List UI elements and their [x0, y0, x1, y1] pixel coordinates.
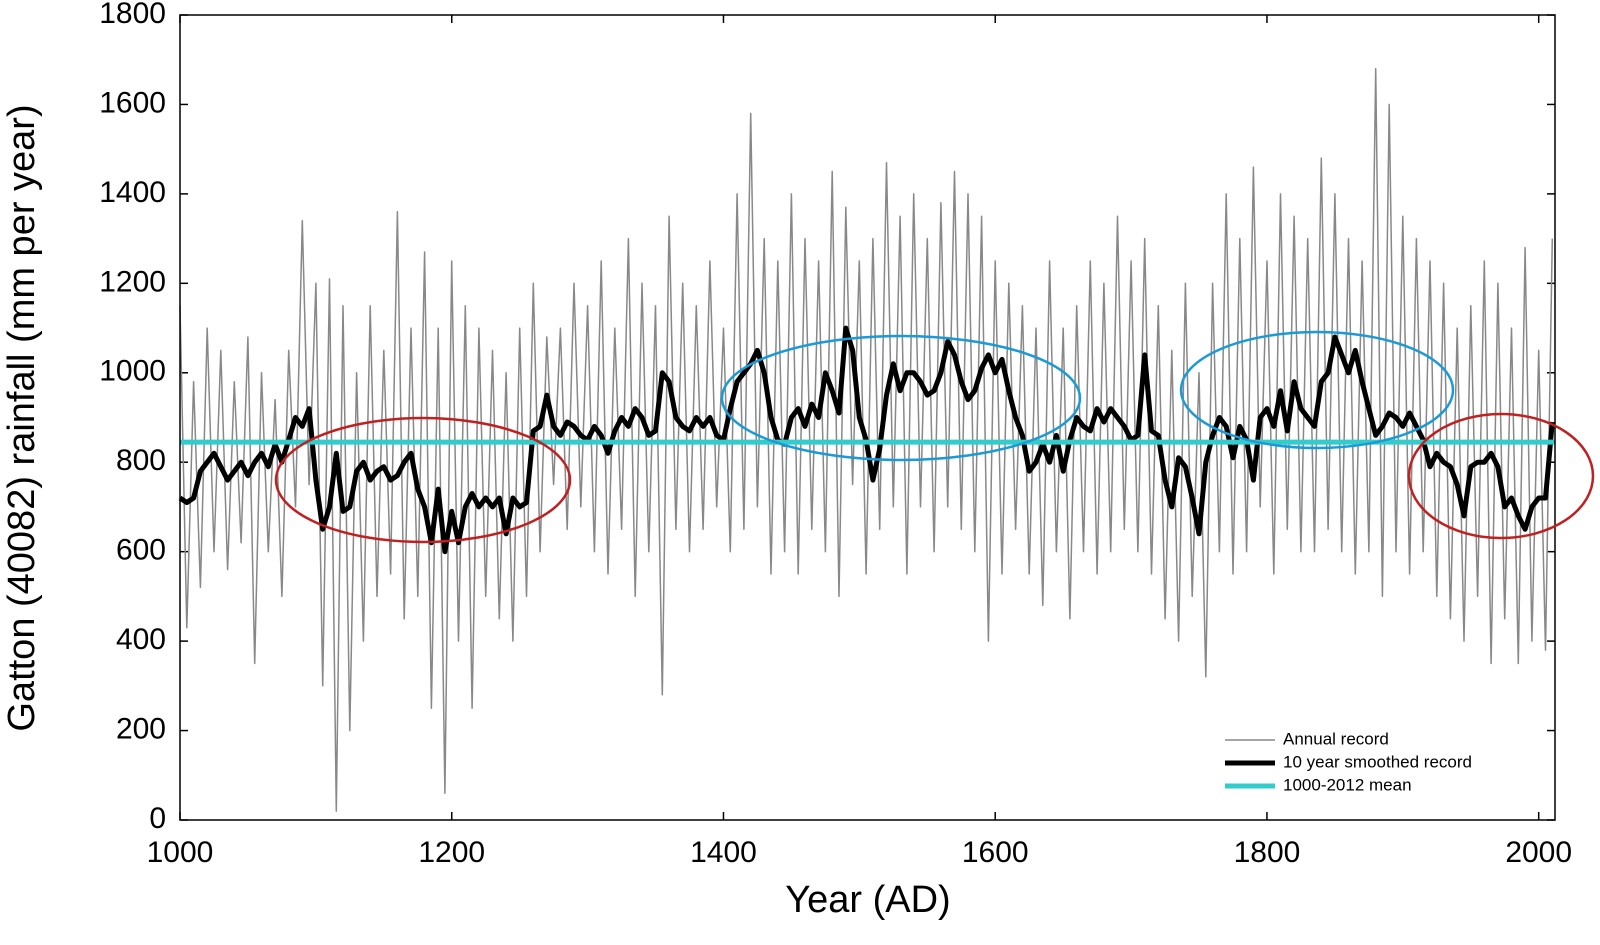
dry-period-ellipse	[1407, 412, 1595, 540]
x-tick-label: 1400	[690, 836, 757, 869]
x-axis-label: Year (AD)	[785, 879, 950, 921]
y-tick-label: 1800	[99, 0, 166, 30]
y-tick-label: 200	[116, 712, 166, 745]
y-tick-label: 800	[116, 444, 166, 477]
legend-label: 1000-2012 mean	[1283, 775, 1412, 794]
plot-area	[178, 14, 1556, 821]
y-tick-label: 1400	[99, 176, 166, 209]
y-tick-label: 1600	[99, 86, 166, 119]
y-tick-label: 600	[116, 534, 166, 567]
plot-frame	[179, 14, 1556, 821]
y-tick-label: 1000	[99, 355, 166, 388]
x-tick-label: 1800	[1234, 836, 1301, 869]
x-tick-label: 2000	[1505, 836, 1572, 869]
y-axis-label: Gatton (40082) rainfall (mm per year)	[1, 104, 43, 731]
series-line	[179, 67, 1554, 812]
legend-label: 10 year smoothed record	[1283, 752, 1472, 771]
x-tick-label: 1200	[418, 836, 485, 869]
x-tick-label: 1000	[147, 836, 214, 869]
wet-period-ellipse	[1179, 330, 1455, 450]
highlight-ellipses	[274, 330, 1595, 544]
y-tick-label: 400	[116, 623, 166, 656]
legend-label: Annual record	[1283, 729, 1389, 748]
y-tick-label: 0	[149, 802, 166, 835]
x-tick-label: 1600	[962, 836, 1029, 869]
legend: Annual record 10 year smoothed record 1000…	[1225, 729, 1472, 794]
wet-period-ellipse	[720, 334, 1082, 462]
dry-period-ellipse	[274, 416, 572, 544]
y-tick-label: 1200	[99, 265, 166, 298]
